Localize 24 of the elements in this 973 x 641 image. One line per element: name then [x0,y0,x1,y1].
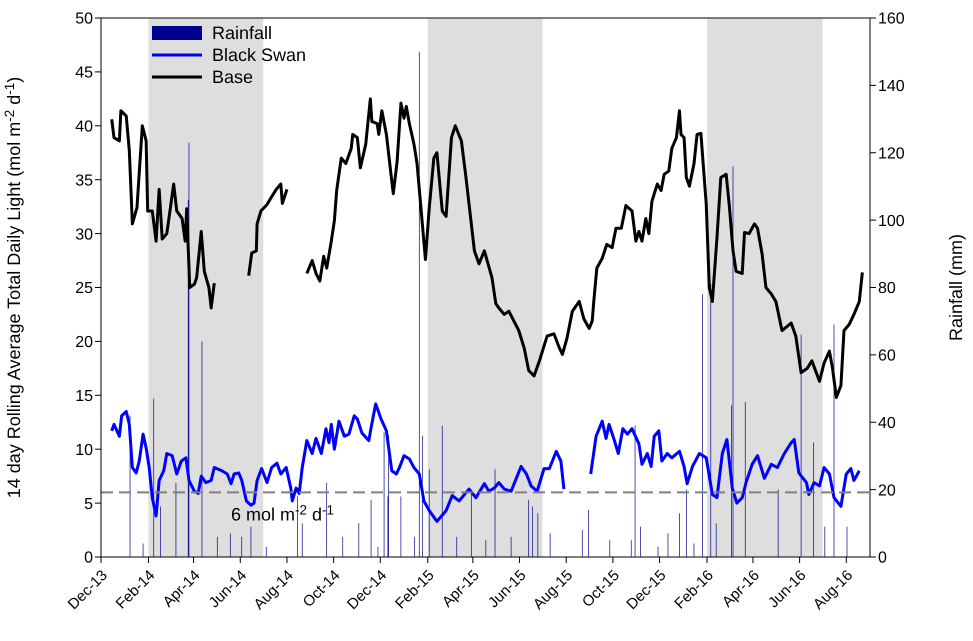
y2-axis-title: Rainfall (mm) [946,234,966,342]
y2-tick-label: 40 [878,414,896,432]
y2-tick-label: 0 [878,550,887,567]
y2-tick-label: 160 [878,10,905,28]
y2-tick-label: 20 [878,482,896,500]
legend-label: Black Swan [212,44,306,66]
y-tick-label: 20 [75,334,94,352]
y2-tick-label: 100 [878,212,905,230]
y-tick-label: 45 [75,64,94,82]
y2-tick-label: 120 [878,145,905,162]
y2-tick-label: 80 [878,280,896,298]
y-tick-label: 25 [75,280,94,298]
legend-label: Base [212,66,254,88]
y-tick-label: 15 [75,388,94,405]
y2-tick-label: 60 [878,348,896,365]
y2-tick-label: 140 [878,78,905,96]
legend-label: Rainfall [212,22,272,44]
y-tick-label: 10 [75,442,94,459]
y-tick-label: 0 [84,550,94,567]
y-tick-label: 5 [84,496,94,513]
y-tick-label: 50 [75,10,94,28]
y-tick-label: 35 [75,172,94,190]
y-tick-label: 40 [75,118,94,136]
y-tick-label: 30 [75,226,94,244]
